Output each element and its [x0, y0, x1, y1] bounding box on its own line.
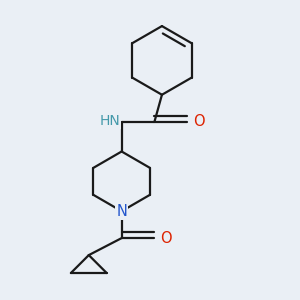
Text: O: O — [193, 114, 205, 129]
Text: O: O — [160, 231, 172, 246]
Text: N: N — [116, 204, 127, 219]
Text: HN: HN — [99, 114, 120, 128]
